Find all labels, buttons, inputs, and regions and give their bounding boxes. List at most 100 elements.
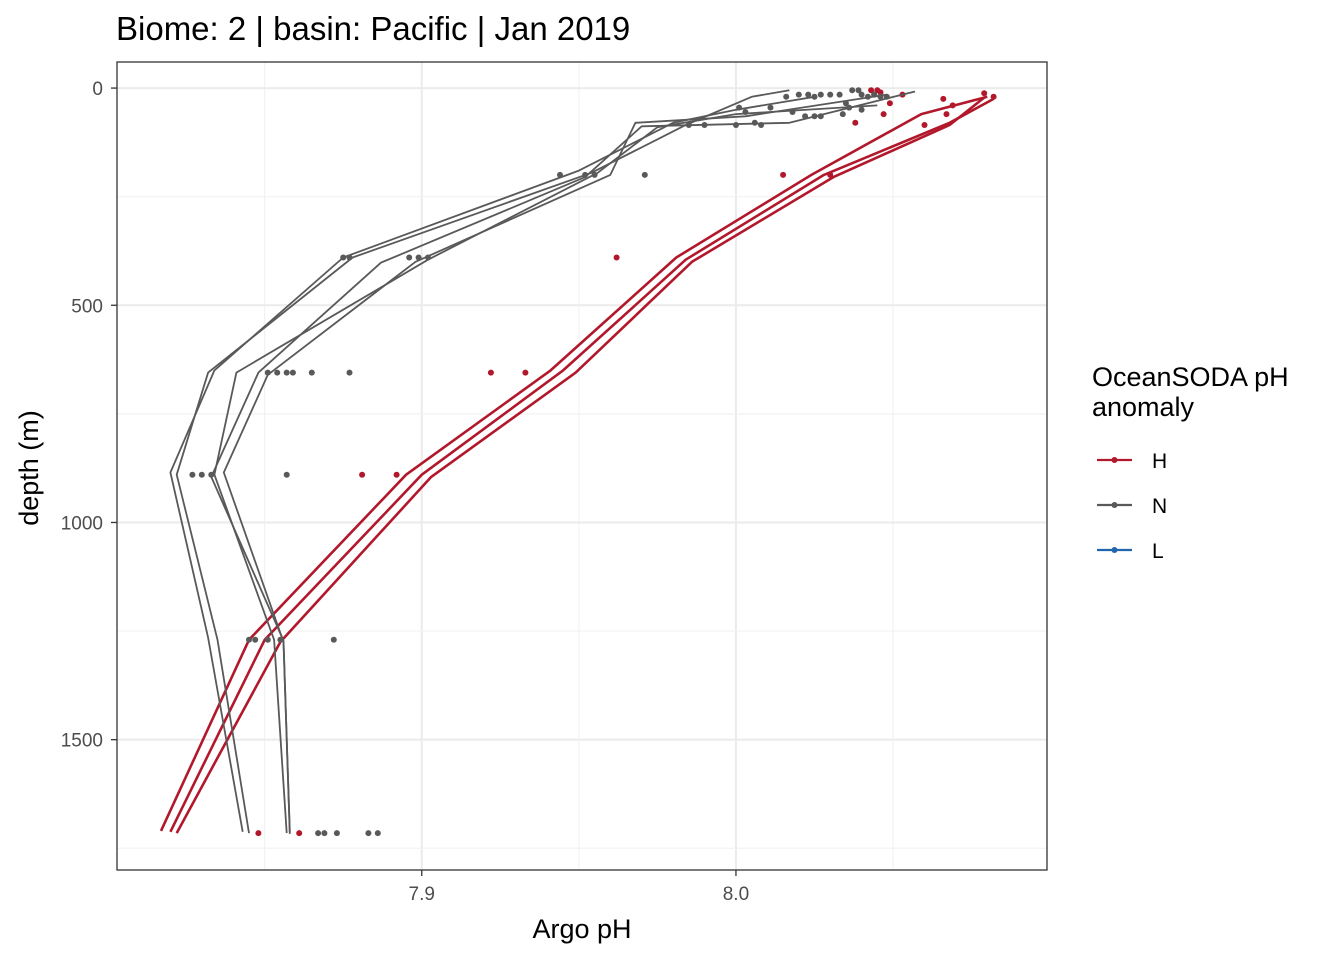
- data-point-N: [333, 830, 340, 837]
- data-point-N: [783, 93, 790, 100]
- legend-key-point: [1111, 457, 1118, 463]
- chart-title: Biome: 2 | basin: Pacific | Jan 2019: [116, 10, 630, 47]
- series-line-H: [175, 96, 986, 834]
- data-point-N: [817, 91, 824, 98]
- data-point-H: [296, 830, 303, 837]
- data-point-H: [943, 111, 950, 118]
- data-point-H: [852, 119, 859, 126]
- data-point-H: [487, 369, 494, 376]
- data-point-N: [406, 254, 413, 261]
- data-point-N: [855, 87, 862, 94]
- data-point-N: [641, 171, 648, 178]
- series-line-N: [222, 93, 887, 832]
- data-point-N: [802, 113, 809, 120]
- data-point-N: [839, 111, 846, 118]
- data-point-H: [990, 93, 997, 100]
- data-point-H: [949, 102, 956, 109]
- data-point-N: [274, 369, 281, 376]
- data-point-N: [795, 91, 802, 98]
- data-point-N: [849, 87, 856, 94]
- data-point-H: [255, 830, 262, 837]
- panel-border: [116, 61, 1048, 871]
- y-tick-label: 1000: [61, 513, 103, 534]
- legend-title-line: anomaly: [1092, 392, 1195, 422]
- data-point-H: [880, 111, 887, 118]
- data-point-N: [858, 106, 865, 113]
- data-point-N: [315, 830, 322, 837]
- data-point-N: [789, 109, 796, 115]
- legend: OceanSODA pH anomaly HNL: [1092, 362, 1289, 563]
- data-point-N: [736, 104, 743, 111]
- data-point-N: [198, 471, 205, 478]
- data-point-N: [751, 119, 758, 126]
- data-point-N: [264, 636, 271, 643]
- data-point-N: [811, 113, 818, 120]
- data-point-H: [874, 87, 881, 94]
- data-point-N: [365, 830, 372, 837]
- data-point-N: [836, 91, 843, 98]
- data-point-N: [557, 171, 563, 178]
- data-point-N: [283, 471, 290, 478]
- data-point-H: [780, 171, 787, 178]
- data-point-N: [330, 636, 337, 643]
- legend-key-point: [1111, 502, 1118, 508]
- legend-item-N: N: [1097, 495, 1167, 518]
- x-tick-label: 8.0: [723, 884, 749, 905]
- data-point-H: [827, 171, 834, 178]
- legend-key-point: [1111, 547, 1118, 553]
- data-point-N: [758, 122, 765, 128]
- series-line-H: [169, 97, 995, 833]
- data-point-N: [264, 369, 271, 376]
- legend-title-line: OceanSODA pH: [1092, 362, 1289, 392]
- data-point-H: [886, 100, 893, 107]
- series-N: [169, 87, 916, 837]
- data-point-N: [340, 254, 347, 261]
- data-point-H: [522, 369, 529, 376]
- data-point-N: [883, 93, 890, 100]
- legend-label: H: [1152, 450, 1167, 473]
- data-point-H: [921, 122, 928, 128]
- data-point-N: [582, 171, 589, 178]
- x-tick-label: 7.9: [409, 884, 435, 905]
- data-point-N: [846, 104, 853, 111]
- data-point-N: [346, 369, 353, 376]
- legend-label: N: [1152, 495, 1167, 518]
- data-point-N: [742, 109, 749, 115]
- legend-item-H: H: [1097, 450, 1167, 473]
- data-point-H: [359, 471, 366, 478]
- data-point-N: [321, 830, 328, 837]
- data-point-N: [842, 100, 849, 107]
- axis-ticks: 7.9 8.0 0 500 1000 1500: [61, 79, 749, 905]
- data-point-N: [871, 91, 878, 98]
- series-H: [159, 87, 997, 837]
- data-layer: [159, 87, 997, 837]
- data-point-N: [864, 93, 871, 100]
- legend-item-L: L: [1097, 540, 1164, 563]
- data-point-N: [425, 254, 431, 261]
- data-point-N: [208, 471, 215, 478]
- data-point-N: [827, 91, 834, 98]
- data-point-H: [940, 95, 947, 102]
- data-point-N: [591, 171, 598, 178]
- data-point-N: [701, 122, 708, 128]
- data-point-H: [393, 471, 400, 478]
- grid: [117, 62, 1047, 870]
- series-line-H: [159, 95, 988, 832]
- data-point-N: [374, 830, 381, 837]
- legend-title: OceanSODA pH anomaly: [1092, 362, 1289, 422]
- data-point-N: [308, 369, 315, 376]
- data-point-N: [346, 254, 353, 261]
- data-point-H: [868, 87, 875, 94]
- data-point-N: [246, 636, 252, 643]
- data-point-N: [289, 369, 296, 376]
- data-point-N: [817, 113, 824, 120]
- series-line-N: [213, 104, 878, 834]
- y-axis-title: depth (m): [14, 410, 44, 526]
- data-point-N: [858, 91, 865, 98]
- data-point-H: [981, 90, 988, 97]
- data-point-N: [252, 636, 259, 643]
- data-point-N: [277, 636, 284, 643]
- data-point-H: [613, 254, 620, 261]
- y-tick-label: 0: [92, 79, 103, 100]
- data-point-N: [283, 369, 290, 376]
